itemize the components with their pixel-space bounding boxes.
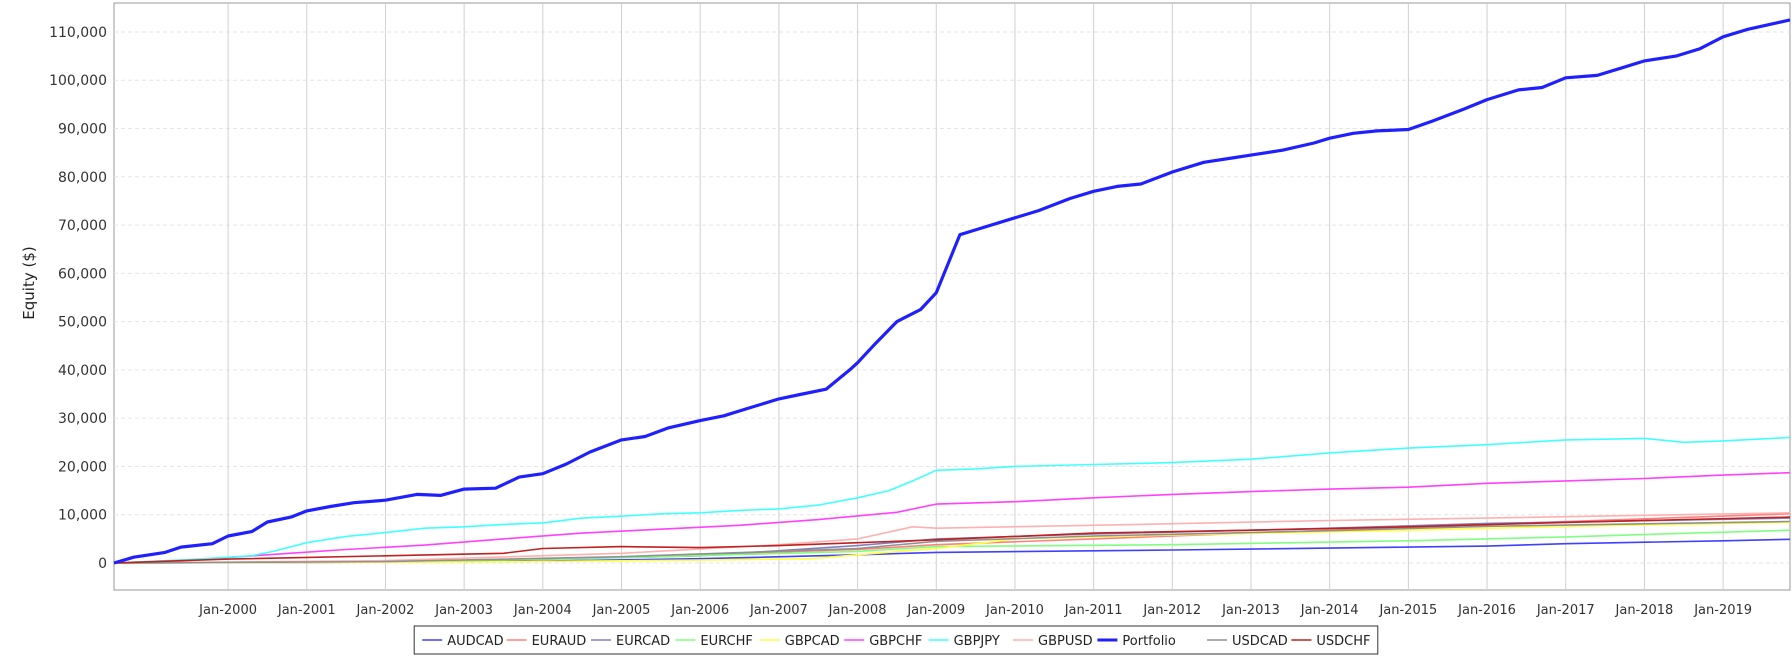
x-tick-label: Jan-2008 [828, 603, 887, 618]
series-line-usdchf [113, 516, 1791, 564]
axis-layer: 0 10,000 20,000 30,000 40,000 50,000 60,000 70,… [49, 25, 1752, 618]
series-layer [113, 18, 1791, 565]
series-line-portfolio [113, 18, 1791, 565]
y-tick-label: 100,000 [49, 73, 107, 89]
y-tick-label: 40,000 [58, 363, 107, 379]
y-tick-label: 90,000 [58, 122, 107, 138]
series-line-gbpjpy [113, 436, 1791, 564]
x-tick-label: Jan-2004 [513, 603, 572, 618]
y-tick-label: 110,000 [49, 25, 107, 41]
x-tick-label: Jan-2000 [198, 603, 257, 618]
series-line-gbpusd [113, 512, 1791, 564]
y-tick-label: 70,000 [58, 218, 107, 234]
y-tick-label: 20,000 [58, 459, 107, 475]
series-line-gbpcad [113, 521, 1791, 564]
grid-layer [113, 2, 1791, 591]
x-tick-label: Jan-2017 [1536, 603, 1595, 618]
legend-label-euraud: EURAUD [532, 634, 587, 649]
series-line-gbpchf [113, 471, 1791, 564]
legend-label-eurcad: EURCAD [616, 634, 670, 649]
x-tick-label: Jan-2006 [670, 603, 729, 618]
legend-label-audcad: AUDCAD [447, 634, 503, 649]
legend-label-portfolio: Portfolio [1122, 634, 1176, 649]
x-tick-label: Jan-2012 [1142, 603, 1201, 618]
y-tick-label: 30,000 [58, 411, 107, 427]
x-tick-label: Jan-2011 [1064, 603, 1123, 618]
x-tick-label: Jan-2007 [749, 603, 808, 618]
legend: AUDCAD EURAUD EURCAD EURCHF GBPCAD GBPCHF GBPJ… [413, 625, 1379, 655]
x-tick-label: Jan-2015 [1378, 603, 1437, 618]
x-tick-label: Jan-2003 [434, 603, 493, 618]
x-tick-label: Jan-2010 [985, 603, 1044, 618]
legend-label-eurchf: EURCHF [700, 634, 752, 649]
legend-label-gbpusd: GBPUSD [1038, 634, 1093, 649]
legend-label-usdcad: USDCAD [1232, 634, 1288, 649]
y-axis-label: Equity ($) [20, 246, 38, 319]
x-tick-label: Jan-2013 [1221, 603, 1280, 618]
x-tick-label: Jan-2001 [277, 603, 336, 618]
y-tick-label: 60,000 [58, 266, 107, 282]
y-tick-label: 80,000 [58, 170, 107, 186]
legend-label-gbpchf: GBPCHF [869, 634, 922, 649]
plot-area [113, 2, 1791, 591]
legend-label-gbpcad: GBPCAD [785, 634, 840, 649]
y-tick-label: 10,000 [58, 508, 107, 524]
x-tick-label: Jan-2018 [1615, 603, 1674, 618]
legend-label-gbpjpy: GBPJPY [954, 634, 1000, 649]
x-tick-label: Jan-2014 [1300, 603, 1359, 618]
x-tick-label: Jan-2019 [1693, 603, 1752, 618]
x-tick-label: Jan-2009 [906, 603, 965, 618]
x-tick-label: Jan-2002 [356, 603, 415, 618]
y-tick-label: 0 [98, 556, 107, 572]
legend-label-usdchf: USDCHF [1316, 634, 1370, 649]
x-tick-label: Jan-2005 [592, 603, 651, 618]
x-tick-label: Jan-2016 [1457, 603, 1516, 618]
series-line-usdcad [113, 520, 1791, 564]
y-tick-label: 50,000 [58, 315, 107, 331]
